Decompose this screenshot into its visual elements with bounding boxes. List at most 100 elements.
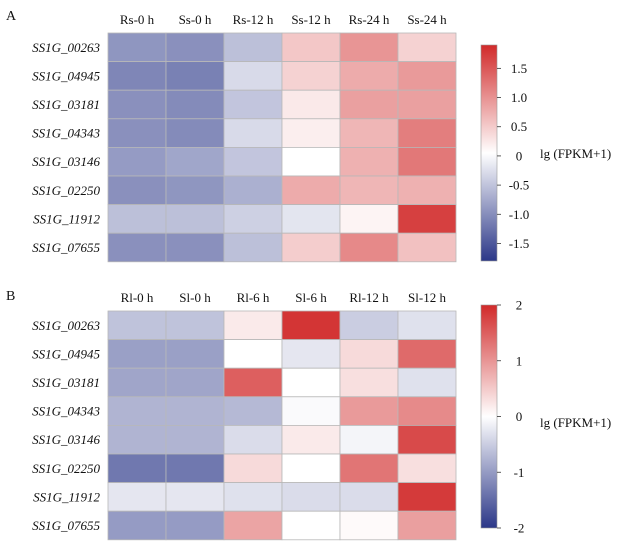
heatmap-cell	[107, 204, 167, 234]
heatmap-cell	[107, 482, 167, 512]
heatmap-cell	[165, 204, 225, 234]
heatmap-cell	[165, 453, 225, 484]
row-label: SS1G_03181	[32, 375, 100, 390]
heatmap-cell	[397, 204, 457, 234]
heatmap-cell	[165, 61, 225, 91]
heatmap-cell	[397, 118, 457, 148]
heatmap-cell	[281, 89, 341, 120]
colorbar	[480, 304, 498, 529]
heatmap-cell	[165, 32, 225, 63]
heatmap-cell	[281, 32, 341, 63]
heatmap-cell	[223, 61, 283, 91]
heatmap-cell	[223, 310, 283, 341]
heatmap-cell	[107, 339, 167, 369]
heatmap-cell	[397, 396, 457, 426]
row-label: SS1G_03181	[32, 97, 100, 112]
heatmap-cell	[165, 367, 225, 398]
heatmap-cell	[223, 232, 283, 263]
heatmap-cell	[223, 339, 283, 369]
heatmap-cell	[339, 32, 399, 63]
heatmap-cell	[223, 510, 283, 541]
heatmap-cell	[223, 396, 283, 426]
colorbar-tick-label: 2	[516, 298, 523, 313]
heatmap-cell	[165, 339, 225, 369]
row-label: SS1G_00263	[32, 318, 100, 333]
column-label: Ss-0 h	[179, 12, 212, 27]
heatmap-cell	[107, 510, 167, 541]
heatmap-cell	[281, 204, 341, 234]
heatmap-cell	[339, 118, 399, 148]
colorbar	[480, 44, 498, 262]
heatmap-cell	[339, 146, 399, 177]
heatmap-cell	[223, 118, 283, 148]
heatmap-cell	[339, 204, 399, 234]
heatmap-cell	[107, 146, 167, 177]
heatmap-cell	[339, 232, 399, 263]
row-label: SS1G_04945	[32, 346, 100, 361]
heatmap-cell	[397, 510, 457, 541]
column-label: Sl-0 h	[179, 290, 211, 305]
heatmap-cell	[339, 453, 399, 484]
heatmap-cell	[223, 453, 283, 484]
heatmap-cell	[223, 32, 283, 63]
column-label: Rl-6 h	[237, 290, 270, 305]
heatmap-cell	[339, 310, 399, 341]
heatmap-cell	[165, 175, 225, 206]
heatmap-cell	[281, 61, 341, 91]
heatmap-cell	[281, 232, 341, 263]
heatmap-cell	[223, 482, 283, 512]
heatmap-panel-a: A Rs-0 h Ss-0 h Rs-12 h Ss-12 h Rs-24 h Ss-24 …	[6, 9, 611, 263]
heatmap-cell	[339, 61, 399, 91]
panel-label: B	[6, 289, 15, 304]
heatmap-cell	[281, 453, 341, 484]
heatmap-cell	[397, 175, 457, 206]
heatmap-cell	[223, 424, 283, 455]
heatmap-cell	[107, 89, 167, 120]
heatmap-cell	[165, 89, 225, 120]
colorbar-tick-label: 1.5	[511, 61, 527, 76]
column-label: Rs-12 h	[233, 12, 274, 27]
row-label: SS1G_04343	[32, 404, 100, 419]
heatmap-cell	[339, 89, 399, 120]
heatmap-cell	[107, 367, 167, 398]
heatmap-cell	[397, 310, 457, 341]
row-label: SS1G_11912	[33, 489, 100, 504]
heatmap-cell	[107, 232, 167, 263]
column-label: Rl-0 h	[121, 290, 154, 305]
heatmap-cell	[397, 146, 457, 177]
heatmap-cell	[165, 396, 225, 426]
heatmap-cell	[223, 146, 283, 177]
heatmap-cell	[281, 482, 341, 512]
column-label: Ss-24 h	[407, 12, 447, 27]
row-label: SS1G_02250	[32, 461, 100, 476]
heatmap-cell	[339, 175, 399, 206]
colorbar-tick-label: -0.5	[509, 178, 530, 193]
colorbar-tick-label: 1	[516, 353, 523, 368]
heatmap-cell	[107, 61, 167, 91]
heatmap-cell	[397, 424, 457, 455]
row-label: SS1G_07655	[32, 518, 100, 533]
heatmap-cell	[397, 482, 457, 512]
column-label: Ss-12 h	[291, 12, 331, 27]
heatmap-cell	[397, 89, 457, 120]
heatmap-cell	[107, 310, 167, 341]
heatmap-cell	[165, 232, 225, 263]
heatmap-cell	[281, 367, 341, 398]
heatmap-cell	[165, 510, 225, 541]
row-label: SS1G_00263	[32, 40, 100, 55]
colorbar-tick-label: -1	[514, 465, 525, 480]
column-label: Rl-12 h	[349, 290, 389, 305]
heatmap-cell	[281, 310, 341, 341]
colorbar-title: lg (FPKM+1)	[540, 146, 611, 161]
colorbar-tick-label: 1.0	[511, 90, 527, 105]
heatmap-cell	[165, 146, 225, 177]
heatmap-cell	[107, 453, 167, 484]
column-label: Sl-6 h	[295, 290, 327, 305]
heatmap-cell	[107, 32, 167, 63]
heatmap-cell	[107, 396, 167, 426]
colorbar-tick-label: 0	[516, 409, 523, 424]
panel-label: A	[6, 9, 17, 24]
row-label: SS1G_07655	[32, 240, 100, 255]
heatmap-cell	[281, 118, 341, 148]
